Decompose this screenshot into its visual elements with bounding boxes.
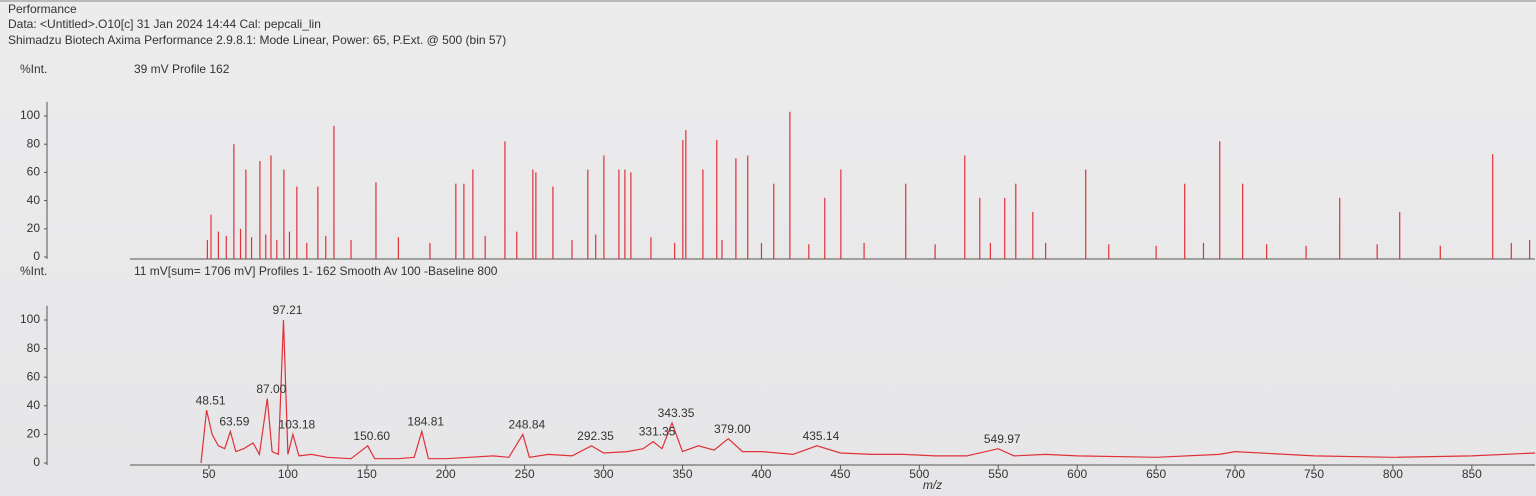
header-instrument: Shimadzu Biotech Axima Performance 2.9.8… xyxy=(8,33,506,47)
peak-label: 150.60 xyxy=(353,429,390,443)
peak-label: 248.84 xyxy=(508,418,545,432)
x-tick-label: 100 xyxy=(278,467,298,481)
y-tick-label: 0 xyxy=(33,249,40,263)
x-tick-label: 600 xyxy=(1067,467,1087,481)
peak-label: 184.81 xyxy=(407,415,444,429)
peak-label: 63.59 xyxy=(219,415,249,429)
x-tick-label: 650 xyxy=(1146,467,1166,481)
y-tick-label: 0 xyxy=(33,455,40,469)
peak-label: 292.35 xyxy=(577,429,614,443)
peak-label: 87.00 xyxy=(256,382,286,396)
peak-label: 549.97 xyxy=(984,432,1021,446)
y-axis-label: %Int. xyxy=(20,62,47,76)
x-tick-label: 150 xyxy=(357,467,377,481)
y-tick-label: 60 xyxy=(27,165,41,179)
x-tick-label: 750 xyxy=(1304,467,1324,481)
y-tick-label: 20 xyxy=(27,427,41,441)
x-tick-label: 850 xyxy=(1462,467,1482,481)
chart-subtitle: 39 mV Profile 162 xyxy=(134,62,230,76)
x-tick-label: 50 xyxy=(202,467,216,481)
peak-label: 343.35 xyxy=(658,406,695,420)
header-title: Performance xyxy=(8,2,77,16)
x-tick-label: 300 xyxy=(594,467,614,481)
x-tick-label: 350 xyxy=(673,467,693,481)
x-tick-label: 500 xyxy=(909,467,929,481)
y-tick-label: 40 xyxy=(27,193,41,207)
x-tick-label: 550 xyxy=(988,467,1008,481)
peak-label: 48.51 xyxy=(196,393,226,407)
spectrum-line xyxy=(200,319,1536,464)
y-tick-label: 40 xyxy=(27,398,41,412)
y-tick-label: 80 xyxy=(27,136,41,150)
y-tick-label: 20 xyxy=(27,221,41,235)
y-axis-label: %Int. xyxy=(20,264,47,278)
x-tick-label: 800 xyxy=(1383,467,1403,481)
header-data: Data: <Untitled>.O10[c] 31 Jan 2024 14:4… xyxy=(8,17,321,31)
y-tick-label: 60 xyxy=(27,369,41,383)
y-tick-label: 100 xyxy=(20,312,40,326)
peak-label: 435.14 xyxy=(803,429,840,443)
x-axis-label: m/z xyxy=(923,478,942,492)
peak-label: 331.35 xyxy=(639,425,676,439)
x-tick-label: 700 xyxy=(1225,467,1245,481)
x-tick-label: 400 xyxy=(751,467,771,481)
y-tick-label: 100 xyxy=(20,108,40,122)
x-tick-label: 200 xyxy=(436,467,456,481)
peak-label: 103.18 xyxy=(279,418,316,432)
peak-label: 97.21 xyxy=(272,303,302,317)
x-tick-label: 450 xyxy=(830,467,850,481)
peak-label: 379.00 xyxy=(714,422,751,436)
chart-subtitle: 11 mV[sum= 1706 mV] Profiles 1- 162 Smoo… xyxy=(134,264,498,278)
y-tick-label: 80 xyxy=(27,341,41,355)
x-tick-label: 250 xyxy=(515,467,535,481)
